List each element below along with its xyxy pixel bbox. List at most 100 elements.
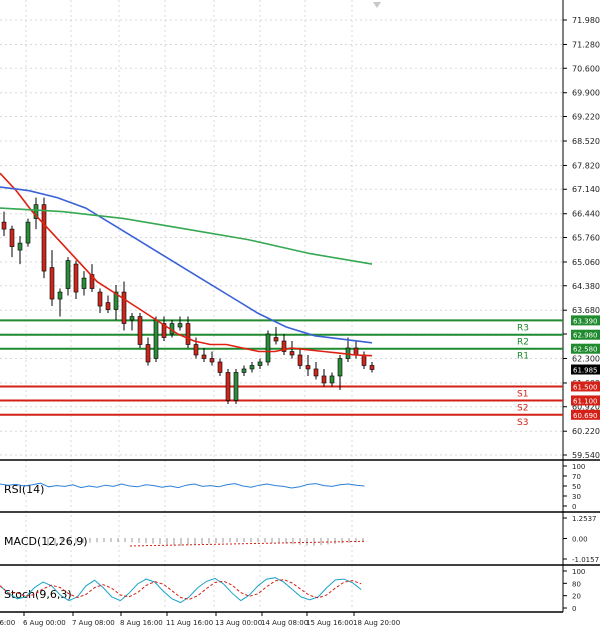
candle-bear bbox=[305, 365, 311, 370]
rsi-tick-label: 30 bbox=[572, 493, 581, 501]
level-name-r2: R2 bbox=[517, 338, 529, 348]
candle-bear bbox=[321, 375, 327, 384]
stoch-tick-label: 20 bbox=[572, 593, 581, 601]
price-tick-label: 71.280 bbox=[572, 40, 600, 49]
rsi-line bbox=[0, 482, 365, 489]
moving-average-fast bbox=[0, 172, 373, 357]
time-tick-label: 6 Aug 00:00 bbox=[23, 619, 66, 627]
candle-bear bbox=[313, 368, 319, 377]
candle-bear bbox=[97, 291, 103, 307]
candle-bull bbox=[57, 291, 63, 300]
price-tick-label: 66.440 bbox=[572, 210, 600, 219]
time-tick-label: 15 Aug 16:00 bbox=[306, 619, 353, 627]
rsi-tick-label: 100 bbox=[572, 463, 585, 471]
macd-tick-label: 1.2537 bbox=[572, 515, 597, 523]
time-tick-label: 16:00 bbox=[0, 619, 15, 627]
candle-bull bbox=[265, 333, 271, 363]
stoch-tick-label: 80 bbox=[572, 580, 581, 588]
moving-average-mid bbox=[0, 186, 373, 344]
candle-bear bbox=[105, 302, 111, 310]
price-tick-label: 70.600 bbox=[572, 64, 600, 73]
candle-bear bbox=[145, 344, 151, 363]
candle-bull bbox=[257, 361, 263, 366]
level-badge-r3 bbox=[571, 315, 600, 326]
current-price-badge bbox=[571, 364, 600, 375]
candle-bull bbox=[81, 277, 87, 289]
candle-bull bbox=[153, 319, 159, 359]
candle-bear bbox=[185, 323, 191, 345]
price-tick-label: 69.220 bbox=[572, 113, 600, 122]
candle-bull bbox=[337, 358, 343, 377]
macd-signal-line bbox=[129, 540, 366, 547]
candle-bear bbox=[73, 263, 79, 293]
candle-bear bbox=[289, 351, 295, 356]
stoch-tick-label: 100 bbox=[572, 568, 585, 576]
macd-label: MACD(12,26,9) bbox=[4, 535, 88, 548]
level-name-s3: S3 bbox=[517, 418, 528, 428]
rsi-tick-label: 0 bbox=[572, 503, 576, 511]
candle-bear bbox=[361, 354, 367, 366]
level-name-s1: S1 bbox=[517, 389, 528, 399]
candle-bull bbox=[113, 291, 119, 310]
price-tick-label: 67.820 bbox=[572, 161, 600, 170]
price-tick-label: 60.920 bbox=[572, 403, 600, 412]
candle-bear bbox=[89, 274, 95, 289]
candle-bull bbox=[249, 365, 255, 370]
candle-bear bbox=[137, 316, 143, 345]
candle-bear bbox=[161, 323, 167, 338]
level-name-r1: R1 bbox=[517, 352, 529, 362]
candle-bear bbox=[201, 354, 207, 359]
current-price-value: 61.985 bbox=[573, 367, 598, 375]
time-tick-label: 18 Aug 20:00 bbox=[353, 619, 400, 627]
stoch-tick-label: 0 bbox=[572, 605, 576, 613]
candle-bear bbox=[49, 267, 55, 300]
price-tick-label: 69.900 bbox=[572, 89, 600, 98]
time-tick-label: 13 Aug 00:00 bbox=[215, 619, 262, 627]
candle-bear bbox=[225, 372, 231, 401]
level-badge-s1 bbox=[571, 381, 600, 392]
candle-bear bbox=[209, 358, 215, 363]
stoch-k-line bbox=[0, 577, 362, 604]
price-tick-label: 60.220 bbox=[572, 427, 600, 436]
candle-bear bbox=[281, 340, 287, 352]
candle-bear bbox=[273, 337, 279, 342]
level-badge-s3 bbox=[571, 409, 600, 420]
time-tick-label: 8 Aug 16:00 bbox=[120, 619, 163, 627]
candle-bear bbox=[1, 221, 7, 230]
candle-bear bbox=[121, 291, 127, 324]
price-tick-label: 59.540 bbox=[572, 451, 600, 460]
candle-bull bbox=[33, 204, 39, 219]
rsi-tick-label: 50 bbox=[572, 483, 581, 491]
candle-bull bbox=[25, 221, 31, 244]
moving-average-slow bbox=[0, 207, 373, 265]
level-badge-r2 bbox=[571, 329, 600, 340]
candle-bull bbox=[177, 323, 183, 328]
price-tick-label: 71.980 bbox=[572, 16, 600, 25]
price-tick-label: 62.300 bbox=[572, 354, 600, 363]
level-value-r1: 62.580 bbox=[573, 346, 598, 354]
time-tick-label: 7 Aug 08:00 bbox=[72, 619, 115, 627]
price-tick-label: 65.760 bbox=[572, 234, 600, 243]
price-tick-label: 65.060 bbox=[572, 258, 600, 267]
level-name-r3: R3 bbox=[517, 323, 529, 333]
level-badge-s2 bbox=[571, 395, 600, 406]
candle-bear bbox=[41, 204, 47, 272]
candle-bull bbox=[233, 372, 239, 401]
price-tick-label: 68.520 bbox=[572, 137, 600, 146]
time-tick-label: 11 Aug 16:00 bbox=[166, 619, 213, 627]
rsi-label: RSI(14) bbox=[4, 483, 44, 496]
level-name-s2: S2 bbox=[517, 403, 528, 413]
level-value-s3: 60.690 bbox=[573, 412, 598, 420]
macd-tick-label: 0.00 bbox=[572, 536, 588, 544]
level-value-s2: 61.100 bbox=[573, 397, 598, 405]
price-tick-label: 67.140 bbox=[572, 185, 600, 194]
scroll-marker-icon bbox=[373, 2, 381, 8]
candle-bull bbox=[129, 316, 135, 321]
candle-bear bbox=[369, 365, 375, 370]
level-value-r2: 62.980 bbox=[573, 332, 598, 340]
candle-bear bbox=[353, 347, 359, 356]
candle-bull bbox=[241, 368, 247, 373]
